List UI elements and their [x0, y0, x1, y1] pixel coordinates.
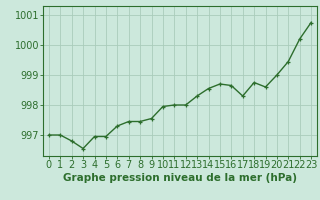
X-axis label: Graphe pression niveau de la mer (hPa): Graphe pression niveau de la mer (hPa) [63, 173, 297, 183]
